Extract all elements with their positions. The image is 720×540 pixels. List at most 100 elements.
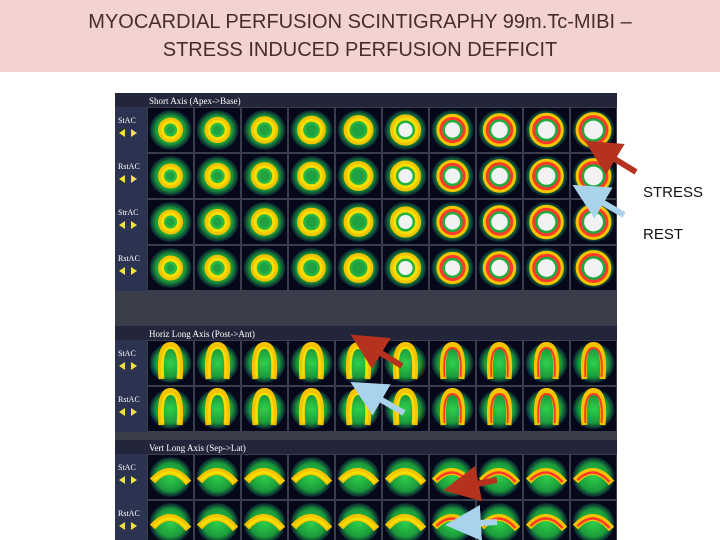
ring — [575, 250, 612, 286]
cavity — [352, 123, 365, 137]
cavity — [352, 215, 365, 229]
cavity — [398, 169, 413, 183]
horseshoe — [204, 341, 231, 380]
ring — [439, 254, 466, 282]
blob — [290, 457, 333, 497]
horseshoe — [584, 392, 603, 424]
cavity — [537, 167, 556, 185]
title-line: MYOCARDIAL PERFUSION SCINTIGRAPHY 99m.Tc… — [88, 11, 632, 33]
ring — [300, 118, 323, 142]
ring — [482, 251, 517, 285]
section-heading: Short Axis (Apex->Base) — [149, 96, 241, 106]
cavity — [444, 168, 461, 184]
horseshoe — [161, 392, 180, 424]
blob — [196, 457, 239, 497]
ring — [343, 253, 374, 283]
row-label: RstAC — [118, 162, 140, 171]
blob — [243, 503, 286, 540]
ring — [204, 162, 231, 190]
ring — [393, 117, 418, 143]
arrow — [350, 334, 404, 369]
ring — [439, 116, 466, 144]
cavity — [584, 258, 603, 278]
ring — [253, 211, 276, 233]
horseshoe — [533, 341, 560, 380]
cavity — [166, 172, 175, 180]
ring — [297, 161, 326, 191]
horseshoe — [251, 341, 278, 380]
horseshoe — [443, 392, 462, 424]
arc — [247, 517, 282, 529]
horseshoe — [490, 392, 509, 424]
cavity — [352, 169, 365, 183]
ring — [207, 119, 228, 141]
ring — [436, 159, 469, 193]
ring — [253, 119, 276, 141]
ring — [297, 115, 326, 145]
section-heading: Horiz Long Axis (Post->Ant) — [149, 329, 255, 339]
horseshoe — [537, 346, 556, 378]
nav-arrows — [119, 476, 137, 484]
cavity — [212, 217, 223, 227]
nav-arrows — [119, 408, 137, 416]
ring — [297, 207, 326, 237]
ring — [250, 162, 279, 190]
arc — [153, 517, 188, 529]
horseshoe — [161, 346, 180, 378]
blob — [478, 457, 521, 497]
nav-arrows — [119, 267, 137, 275]
cavity — [212, 171, 223, 181]
ring — [253, 257, 276, 279]
arc — [341, 471, 376, 483]
cavity — [444, 214, 461, 230]
ring — [578, 253, 609, 283]
horseshoe — [490, 346, 509, 378]
arc — [294, 517, 329, 529]
nav-arrows — [119, 175, 137, 183]
horseshoe — [255, 392, 274, 424]
ring — [300, 256, 323, 280]
ring — [158, 255, 183, 281]
arc — [247, 471, 282, 483]
arc — [341, 517, 376, 529]
section-header — [115, 440, 617, 454]
arc — [529, 471, 564, 483]
arc — [153, 471, 188, 483]
title-band: MYOCARDIAL PERFUSION SCINTIGRAPHY 99m.Tc… — [0, 0, 720, 72]
cavity — [259, 124, 270, 136]
nav-arrows — [119, 522, 137, 530]
arc — [529, 517, 564, 529]
arrow — [350, 381, 406, 416]
row-label: StrAC — [118, 208, 138, 217]
arrow — [572, 184, 626, 219]
ring — [346, 118, 371, 142]
title-line: STRESS INDUCED PERFUSION DEFFICIT — [162, 39, 558, 61]
blob — [572, 503, 615, 540]
ring — [482, 113, 517, 147]
ring — [207, 257, 228, 279]
cavity — [491, 213, 508, 231]
blob — [337, 457, 380, 497]
ring — [529, 112, 564, 148]
cavity — [212, 263, 223, 273]
ring — [485, 208, 514, 236]
blob — [525, 503, 568, 540]
ring — [204, 208, 231, 236]
horseshoe — [486, 341, 513, 380]
horseshoe — [584, 346, 603, 378]
horseshoe — [298, 387, 325, 426]
ring — [436, 205, 469, 239]
arc — [294, 471, 329, 483]
ring — [297, 253, 326, 283]
arc — [576, 471, 611, 483]
blob — [384, 503, 427, 540]
ring — [250, 254, 279, 282]
ring — [532, 115, 561, 145]
row-label-bg — [115, 500, 147, 540]
cavity — [398, 261, 413, 275]
blob — [525, 457, 568, 497]
horseshoe — [302, 346, 321, 378]
cavity — [352, 261, 365, 275]
